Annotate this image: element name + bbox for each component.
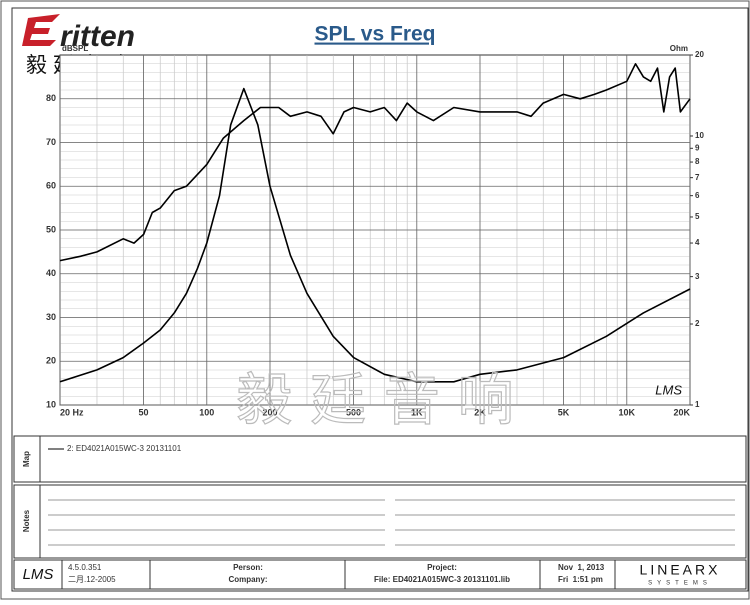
watermark: 毅 廷 音 响 <box>236 369 513 434</box>
footer-dividers <box>61 560 616 589</box>
time: Fri 1:51 pm <box>558 575 603 584</box>
x-tick-label: 500 <box>346 407 361 417</box>
y2-tick-label: 5 <box>695 212 700 221</box>
y-tick-label: 10 <box>46 399 56 409</box>
map-panel <box>13 435 747 483</box>
y2-tick-label: 20 <box>695 50 704 59</box>
logo: ritten <box>60 20 135 53</box>
x-tick-label: 50 <box>139 407 149 417</box>
x-tick-label: 2K <box>474 407 486 417</box>
y2-axis-label: Ohm <box>670 44 688 53</box>
window-border <box>11 7 749 592</box>
y-axis-label: dBSPL <box>62 44 88 53</box>
footer-brand-sub: SYSTEMS <box>648 581 712 587</box>
y-tick-label: 70 <box>46 137 56 147</box>
plot: 20 Hz 50 100 200 500 1K 2K 5K 10K 20K 10 20 30 40 50 60… <box>46 44 704 417</box>
y2-tick-label: 7 <box>695 173 700 182</box>
y2-tick-label: 2 <box>695 319 700 328</box>
map-label: Map <box>22 451 31 467</box>
y-tick-label: 20 <box>46 356 56 366</box>
y-tick-label: 50 <box>46 224 56 234</box>
x-tick-label: 20 Hz <box>60 407 84 417</box>
logo-mark <box>22 14 60 46</box>
footer-logo: LMS <box>23 566 54 583</box>
x-tick-label: 10K <box>619 407 636 417</box>
date: Nov 1, 2013 <box>558 563 605 572</box>
legend-entry: 2: ED4021A015WC-3 20131101 <box>67 444 182 453</box>
corner-mark: LMS <box>655 382 682 397</box>
y2-tick-label: 1 <box>695 400 700 409</box>
company: Company: <box>228 575 267 584</box>
chart-title: SPL vs Freq <box>315 23 436 46</box>
file: File: ED4021A015WC-3 20131101.lib <box>374 575 510 584</box>
y-tick-label: 40 <box>46 268 56 278</box>
y-tick-label: 80 <box>46 93 56 103</box>
y2-tick-label: 8 <box>695 157 700 166</box>
project: Project: <box>427 563 457 572</box>
notes-label: Notes <box>22 509 31 532</box>
x-tick-label: 5K <box>558 407 570 417</box>
y-tick-label: 30 <box>46 312 56 322</box>
notes-panel <box>13 484 747 559</box>
footer-brand: LINEARX <box>640 562 721 578</box>
x-tick-label: 200 <box>262 407 277 417</box>
version: 4.5.0.351 <box>68 563 102 572</box>
x-tick-label: 20K <box>673 407 690 417</box>
x-tick-label: 1K <box>411 407 423 417</box>
y2-tick-label: 6 <box>695 191 700 200</box>
y-tick-label: 60 <box>46 181 56 191</box>
person: Person: <box>233 563 263 572</box>
series-line <box>59 63 691 262</box>
y2-tick-label: 10 <box>695 131 704 140</box>
y2-tick-label: 3 <box>695 272 700 281</box>
series-line <box>59 87 691 383</box>
build-date: 二月.12-2005 <box>68 575 116 584</box>
y2-tick-label: 4 <box>695 238 700 247</box>
note-lines <box>48 499 735 546</box>
x-tick-label: 100 <box>199 407 214 417</box>
y2-tick-label: 9 <box>695 143 700 152</box>
footer <box>13 559 747 590</box>
